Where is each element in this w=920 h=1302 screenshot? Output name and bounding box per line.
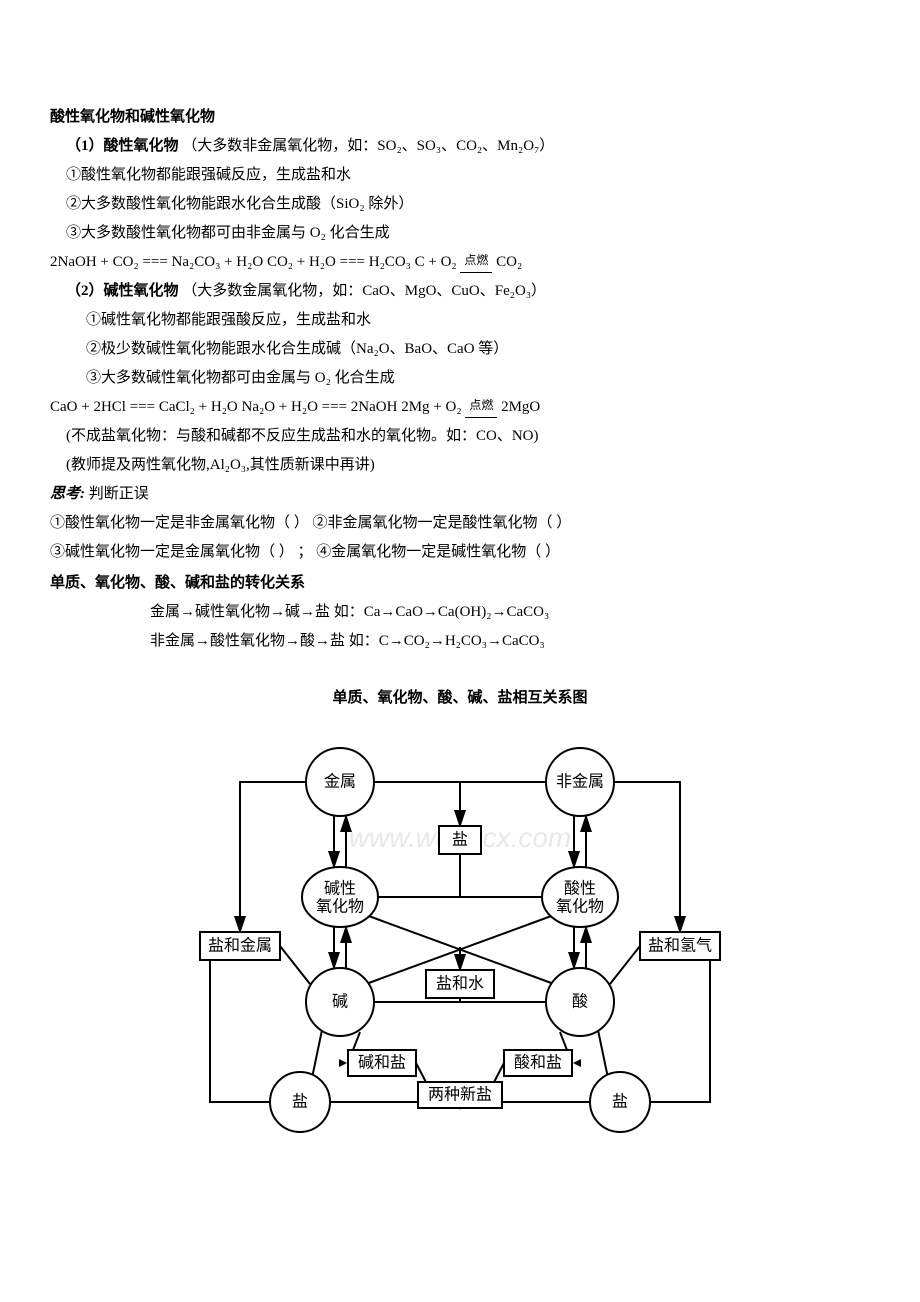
convert-l1: 金属→碱性氧化物→碱→盐 如：Ca→CaO→Ca(OH)₂→CaCO₃ [50,599,870,626]
svg-text:两种新盐: 两种新盐 [428,1086,492,1104]
svg-text:酸: 酸 [572,993,588,1011]
svg-text:氧化物: 氧化物 [556,898,604,916]
base-equation: CaO + 2HCl === CaCl₂ + H₂O Na₂O + H₂O ==… [50,394,870,421]
acid-eq-tail: CO₂ [496,254,522,270]
svg-text:盐和水: 盐和水 [436,975,484,993]
svg-text:碱: 碱 [332,993,348,1011]
diagram-title: 单质、氧化物、酸、碱、盐相互关系图 [50,685,870,712]
svg-text:碱性: 碱性 [324,880,356,898]
acid-equation: 2NaOH + CO₂ === Na₂CO₃ + H₂O CO₂ + H₂O =… [50,249,870,276]
svg-text:盐和氢气: 盐和氢气 [648,937,712,955]
heading-oxides: 酸性氧化物和碱性氧化物 [50,104,870,131]
note-basic: （大多数金属氧化物，如：CaO、MgO、CuO、Fe₂O₃） [182,283,546,299]
label-acidic: （1）酸性氧化物 [66,138,179,154]
svg-text:盐: 盐 [292,1093,308,1111]
base-eq-main: CaO + 2HCl === CaCl₂ + H₂O Na₂O + H₂O ==… [50,399,462,415]
think-heading: 思考: 判断正误 [50,481,870,508]
label-basic: （2）碱性氧化物 [66,283,179,299]
acid-p1: ①酸性氧化物都能跟强碱反应，生成盐和水 [50,162,870,189]
convert-l2: 非金属→酸性氧化物→酸→盐 如：C→CO₂→H₂CO₃→CaCO₃ [50,628,870,655]
base-p3: ③大多数碱性氧化物都可由金属与 O₂ 化合生成 [50,365,870,392]
think-q2: ③碱性氧化物一定是金属氧化物（ ） ； ④金属氧化物一定是碱性氧化物（ ） [50,539,870,566]
heading-conversion: 单质、氧化物、酸、碱和盐的转化关系 [50,570,870,597]
acid-p3: ③大多数酸性氧化物都可由非金属与 O₂ 化合生成 [50,220,870,247]
base-p1: ①碱性氧化物都能跟强酸反应，生成盐和水 [50,307,870,334]
svg-text:金属: 金属 [324,773,356,791]
heading-basic-oxide: （2）碱性氧化物 （大多数金属氧化物，如：CaO、MgO、CuO、Fe₂O₃） [50,278,870,305]
svg-text:盐: 盐 [452,831,468,849]
note-nonsalt: (不成盐氧化物：与酸和碱都不反应生成盐和水的氧化物。如：CO、NO) [50,423,870,450]
svg-text:盐和金属: 盐和金属 [208,937,272,955]
heading-acidic-oxide: （1）酸性氧化物 （大多数非金属氧化物，如：SO₂、SO₃、CO₂、Mn₂O₇） [50,133,870,160]
think-label: 思考: [50,486,85,502]
acid-eq-main: 2NaOH + CO₂ === Na₂CO₃ + H₂O CO₂ + H₂O =… [50,254,457,270]
base-p2: ②极少数碱性氧化物能跟水化合生成碱（Na₂O、BaO、CaO 等） [50,336,870,363]
svg-text:氧化物: 氧化物 [316,898,364,916]
think-tail: 判断正误 [89,486,149,502]
note-acidic: （大多数非金属氧化物，如：SO₂、SO₃、CO₂、Mn₂O₇） [182,138,554,154]
acid-p2: ②大多数酸性氧化物能跟水化合生成酸（SiO₂ 除外） [50,191,870,218]
note-amphoteric: (教师提及两性氧化物,Al₂O₃,其性质新课中再讲) [50,452,870,479]
combustion-condition: 点燃 [460,250,492,273]
svg-text:盐: 盐 [612,1093,628,1111]
svg-text:非金属: 非金属 [556,773,604,791]
svg-text:酸性: 酸性 [564,880,596,898]
svg-text:碱和盐: 碱和盐 [358,1054,406,1072]
base-eq-tail: 2MgO [501,399,540,415]
combustion-condition-2: 点燃 [465,395,497,418]
relationship-diagram: www.wodocx.com金属非金属盐碱性氧化物酸性氧化物盐和金属盐和氢气盐和… [140,722,780,1162]
svg-text:酸和盐: 酸和盐 [514,1054,562,1072]
think-q1: ①酸性氧化物一定是非金属氧化物（ ） ②非金属氧化物一定是酸性氧化物（ ） [50,510,870,537]
